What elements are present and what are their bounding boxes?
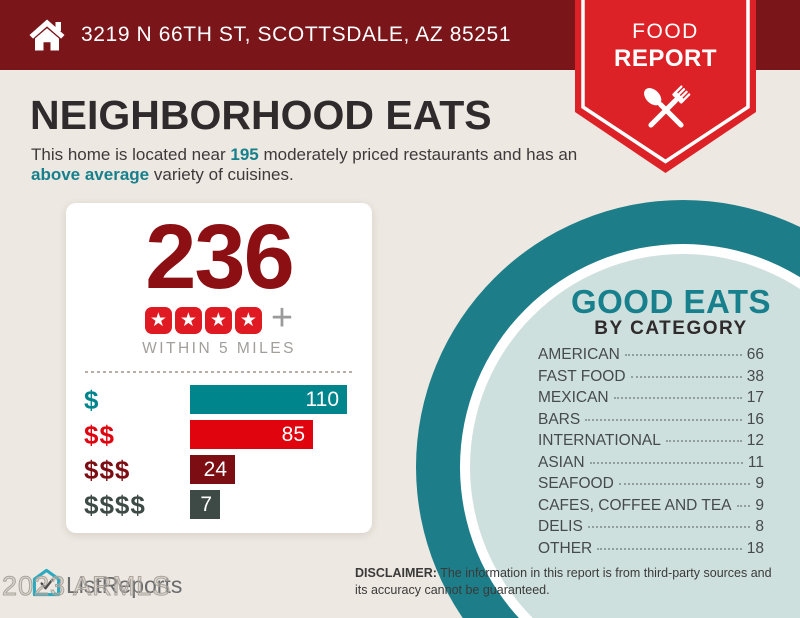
price-bar: 85 <box>190 420 313 449</box>
category-label: MEXICAN <box>538 389 609 406</box>
price-label: $$ <box>84 419 115 450</box>
category-value: 16 <box>746 410 764 428</box>
category-label: FAST FOOD <box>538 367 626 385</box>
subtitle-text: variety of cuisines. <box>149 165 294 184</box>
bar-value: 24 <box>203 457 227 481</box>
category-value: 8 <box>755 518 764 535</box>
page-title: NEIGHBORHOOD EATS <box>30 92 492 138</box>
price-level-chart: $ 110 $$ 85 $$$ 24 $$$$ 7 <box>66 385 372 519</box>
dotted-leader <box>624 354 742 356</box>
star-icon: ★ <box>234 306 262 334</box>
good-eats-subtitle: BY CATEGORY <box>594 318 748 339</box>
good-eats-circle <box>416 200 800 618</box>
property-address: 3219 N 66TH ST, SCOTTSDALE, AZ 85251 <box>81 23 512 46</box>
dotted-leader <box>589 461 743 464</box>
category-value: 18 <box>746 539 764 557</box>
dotted-leader <box>587 526 751 528</box>
category-label: INTERNATIONAL <box>538 432 661 449</box>
ribbon-title-food: FOOD <box>632 20 699 43</box>
star-icon: ★ <box>204 306 232 334</box>
price-bar-row: $$$ 24 <box>84 455 354 484</box>
dotted-leader <box>597 547 742 550</box>
ribbon-shape <box>575 0 756 173</box>
price-bar: 24 <box>190 455 235 484</box>
page-subtitle: This home is located near 195 moderately… <box>31 145 581 185</box>
disclaimer-text: The information in this report is from t… <box>355 566 772 597</box>
dotted-leader <box>585 418 742 421</box>
dashed-divider <box>85 371 353 373</box>
category-value: 38 <box>746 367 764 385</box>
dotted-leader <box>630 375 742 378</box>
category-row: OTHER 18 <box>538 540 764 562</box>
radius-label: WITHIN 5 MILES <box>142 340 296 357</box>
above-average-highlight: above average <box>31 165 150 184</box>
price-bar: 110 <box>190 385 347 414</box>
category-row: ASIAN 11 <box>538 454 764 476</box>
category-label: OTHER <box>538 539 593 557</box>
category-row: MEXICAN 17 <box>538 389 764 411</box>
bar-value: 85 <box>281 422 305 446</box>
category-label: BARS <box>538 410 581 428</box>
category-row: BARS 16 <box>538 411 764 433</box>
good-eats-title: GOOD EATS <box>570 283 772 320</box>
listreports-logo: ListReports <box>32 568 182 602</box>
price-label: $$$ <box>84 454 131 485</box>
category-value: 17 <box>746 389 764 406</box>
price-bar: 7 <box>190 490 220 519</box>
category-value: 9 <box>755 496 764 514</box>
price-bar-row: $ 110 <box>84 385 354 414</box>
category-row: FAST FOOD 38 <box>538 368 764 390</box>
price-bar-row: $$$$ 7 <box>84 490 354 519</box>
ribbon-title-report: REPORT <box>613 45 717 72</box>
dotted-leader <box>613 397 742 399</box>
dotted-leader <box>618 483 751 485</box>
crossed-spoon-fork-icon <box>635 79 697 146</box>
price-bar-row: $$ 85 <box>84 420 354 449</box>
star-icon: ★ <box>174 306 202 334</box>
category-row: INTERNATIONAL 12 <box>538 432 764 454</box>
armls-watermark: 2023 ARMLS <box>1 571 172 602</box>
listreports-house-icon <box>32 568 61 602</box>
category-value: 9 <box>755 475 764 492</box>
disclaimer-label: DISCLAIMER: <box>355 566 437 580</box>
star-rating: ★ ★ ★ ★ + <box>66 299 372 337</box>
category-row: DELIS 8 <box>538 518 764 540</box>
category-row: SEAFOOD 9 <box>538 475 764 497</box>
category-label: ASIAN <box>538 453 585 471</box>
ribbon-content: FOOD REPORT <box>575 0 756 146</box>
bar-value: 110 <box>305 387 339 411</box>
food-report-ribbon: FOOD REPORT <box>575 0 756 173</box>
category-row: AMERICAN 66 <box>538 346 764 368</box>
category-value: 66 <box>746 346 764 363</box>
dotted-leader <box>736 504 751 507</box>
home-icon <box>28 18 66 52</box>
dotted-leader <box>665 440 742 442</box>
category-value: 11 <box>747 453 764 471</box>
price-label: $$$$ <box>84 489 146 520</box>
disclaimer: DISCLAIMER: The information in this repo… <box>355 565 787 599</box>
category-label: AMERICAN <box>538 346 620 363</box>
category-value: 12 <box>746 432 764 449</box>
summary-card: 236 ★ ★ ★ ★ + WITHIN 5 MILES $ 110 $$ 85… <box>66 203 372 533</box>
bar-value: 7 <box>200 492 212 516</box>
subtitle-text: This home is located near <box>31 145 231 164</box>
star-icon: ★ <box>144 306 172 334</box>
restaurant-count-inline: 195 <box>230 145 259 164</box>
restaurant-count: 236 <box>145 206 295 308</box>
category-label: DELIS <box>538 518 583 535</box>
subtitle-text: moderately priced restaurants and has an <box>258 145 578 164</box>
category-label: CAFES, COFFEE AND TEA <box>538 496 732 514</box>
price-label: $ <box>84 384 100 415</box>
listreports-wordmark: ListReports <box>66 571 183 598</box>
category-row: CAFES, COFFEE AND TEA 9 <box>538 497 764 519</box>
plus-icon: + <box>270 297 294 339</box>
category-label: SEAFOOD <box>538 475 614 492</box>
category-list: AMERICAN 66 FAST FOOD 38 MEXICAN 17 BARS 16 … <box>538 346 764 561</box>
